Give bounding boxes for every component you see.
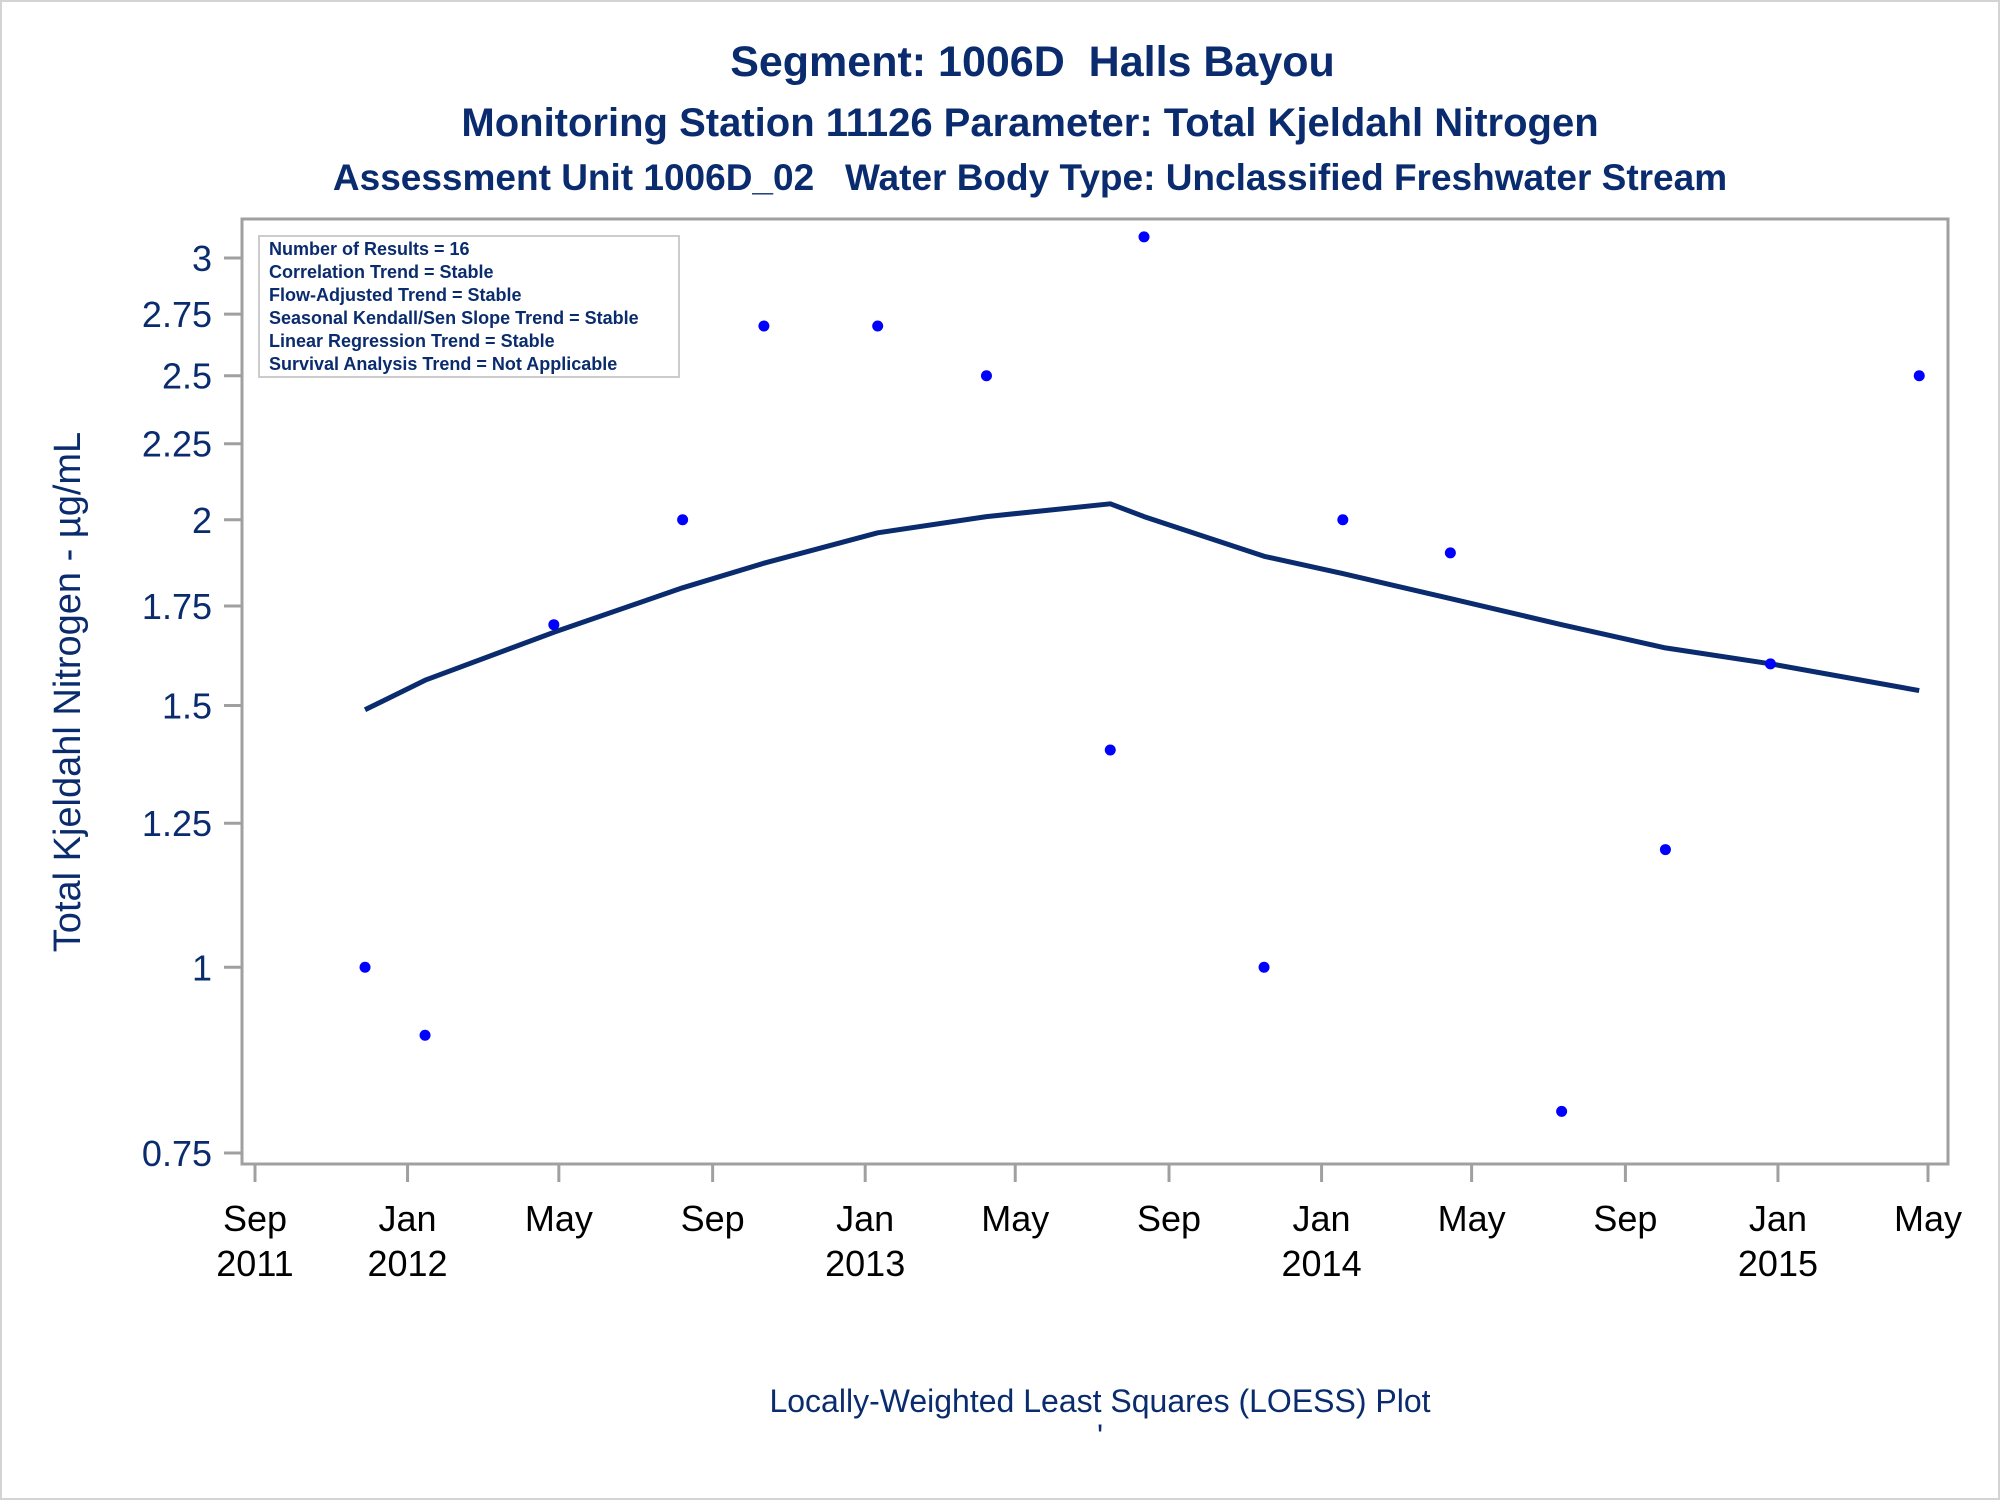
y-tick-label: 2.75 [142, 294, 212, 335]
x-tick-month-label: Jan [1749, 1198, 1807, 1239]
x-tick-month-label: May [981, 1198, 1049, 1239]
y-tick-label: 0.75 [142, 1133, 212, 1174]
x-tick-year-label: 2014 [1282, 1243, 1362, 1284]
stats-line-survival: Survival Analysis Trend = Not Applicable [269, 354, 617, 374]
stats-line-correlation: Correlation Trend = Stable [269, 262, 494, 282]
y-tick-label: 1 [192, 947, 212, 988]
data-point [1556, 1105, 1568, 1117]
chart-subtitle-assessment: Assessment Unit 1006D_02 Water Body Type… [332, 157, 1728, 198]
y-tick-label: 3 [192, 238, 212, 279]
data-point [1913, 370, 1925, 382]
y-tick-label: 1.5 [162, 686, 212, 727]
data-point [677, 514, 689, 526]
plot-area [240, 217, 1950, 1166]
x-tick-year-label: 2012 [367, 1243, 447, 1284]
data-point [872, 320, 884, 332]
y-tick-label: 2.25 [142, 424, 212, 465]
chart-subtitle-station: Monitoring Station 11126 Parameter: Tota… [461, 101, 1599, 145]
x-tick-month-label: May [525, 1198, 593, 1239]
x-tick-month-label: Sep [1593, 1198, 1657, 1239]
data-point [1104, 744, 1116, 756]
y-tick-label: 2.5 [162, 356, 212, 397]
footnote-mark: ' [1097, 1418, 1103, 1454]
x-tick-month-label: Sep [681, 1198, 745, 1239]
footnote: Locally-Weighted Least Squares (LOESS) P… [769, 1383, 1430, 1419]
x-tick-month-label: May [1894, 1198, 1962, 1239]
x-tick-month-label: Jan [1293, 1198, 1351, 1239]
y-tick-label: 1.75 [142, 586, 212, 627]
x-tick-month-label: Jan [836, 1198, 894, 1239]
data-point [548, 619, 560, 631]
x-tick-year-label: 2015 [1738, 1243, 1818, 1284]
data-point [758, 320, 770, 332]
data-point [1258, 961, 1270, 973]
data-point [359, 961, 371, 973]
data-point [1337, 514, 1349, 526]
data-point [1659, 844, 1671, 856]
chart-title: Segment: 1006D Halls Bayou [730, 38, 1335, 86]
x-tick-month-label: Jan [379, 1198, 437, 1239]
data-point [980, 370, 992, 382]
data-point [419, 1029, 431, 1041]
data-points-group [359, 231, 1925, 1117]
loess-curve-group [363, 501, 1920, 713]
y-axis-label: Total Kjeldahl Nitrogen - µg/mL [47, 432, 89, 952]
x-tick-year-label: 2013 [825, 1243, 905, 1284]
data-point [1138, 231, 1150, 243]
x-tick-month-label: May [1438, 1198, 1506, 1239]
y-tick-label: 2 [192, 500, 212, 541]
data-point [1444, 547, 1456, 559]
stats-line-results: Number of Results = 16 [269, 239, 470, 259]
x-tick-month-label: Sep [1137, 1198, 1201, 1239]
x-tick-year-label: 2011 [216, 1243, 293, 1284]
loess-line [363, 501, 1920, 713]
stats-line-linear-regression: Linear Regression Trend = Stable [269, 331, 555, 351]
stats-line-seasonal-kendall: Seasonal Kendall/Sen Slope Trend = Stabl… [269, 308, 639, 328]
data-point [1764, 658, 1776, 670]
stats-legend-box: Number of Results = 16 Correlation Trend… [258, 235, 680, 378]
y-tick-label: 1.25 [142, 803, 212, 844]
x-tick-month-label: Sep [223, 1198, 287, 1239]
y-axis: 0.75 1 1.25 1.5 1.75 2 2.25 2.5 2.75 3 [142, 238, 242, 1174]
stats-line-flow-adjusted: Flow-Adjusted Trend = Stable [269, 285, 522, 305]
